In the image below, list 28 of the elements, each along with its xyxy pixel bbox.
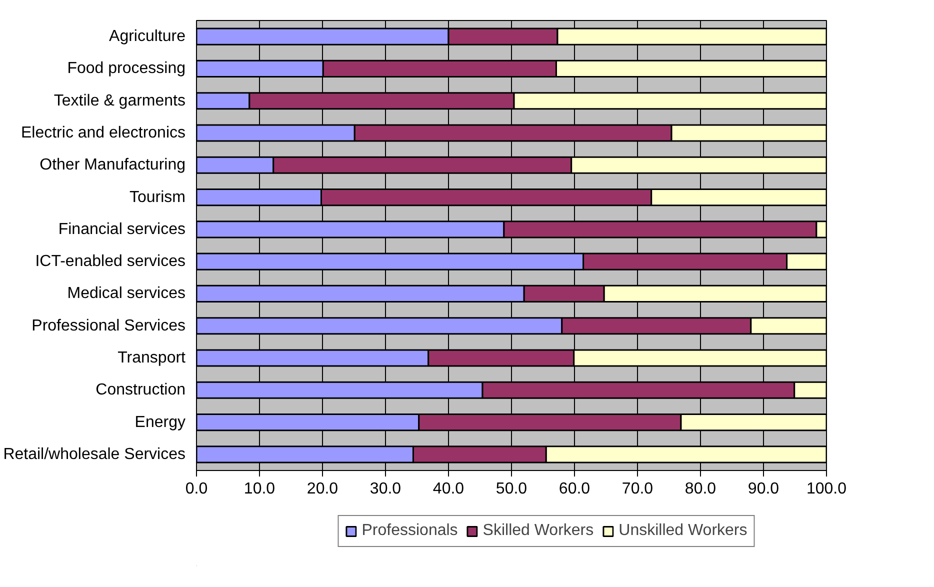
y-tick-label: Retail/wholesale Services [3, 446, 186, 463]
legend-label: Skilled Workers [482, 522, 594, 540]
y-tick-label: Other Manufacturing [40, 156, 186, 174]
x-tick-label: 80.0 [684, 480, 716, 498]
y-tick-label: ICT-enabled services [35, 253, 186, 270]
x-tick-label: 30.0 [370, 480, 402, 498]
y-tick-label: Medical services [67, 285, 186, 302]
x-tick-label: 60.0 [558, 480, 590, 498]
x-tick-label: 100.0 [806, 480, 847, 498]
y-tick-label: Food processing [67, 60, 186, 78]
y-tick-label: Electric and electronics [20, 124, 186, 142]
x-tick-label: 10.0 [244, 480, 276, 498]
x-tick-label: 40.0 [432, 480, 464, 498]
legend-label: Professionals [362, 522, 458, 540]
x-tick-label: 0.0 [185, 480, 208, 498]
y-tick-label: Construction [96, 382, 186, 399]
y-tick-label: Agriculture [109, 28, 186, 46]
x-tick-label: 20.0 [306, 480, 338, 498]
x-tick-label: 70.0 [622, 480, 654, 498]
x-tick-label: 50.0 [496, 480, 528, 498]
y-tick-label: Financial services [58, 220, 186, 238]
y-tick-label: Textile & garments [54, 92, 186, 110]
y-tick-label: Professional Services [32, 317, 186, 334]
legend-label: Unskilled Workers [618, 522, 748, 540]
y-tick-label: Energy [134, 414, 186, 431]
y-tick-label: Tourism [129, 188, 186, 206]
y-tick-label: Transport [118, 350, 186, 366]
x-tick-label: 90.0 [748, 480, 780, 498]
